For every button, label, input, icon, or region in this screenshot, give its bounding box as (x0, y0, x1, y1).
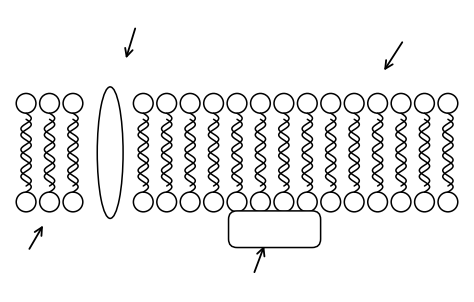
Circle shape (274, 93, 294, 113)
Circle shape (133, 93, 153, 113)
Circle shape (40, 192, 59, 212)
Circle shape (251, 192, 270, 212)
Circle shape (298, 192, 317, 212)
Circle shape (63, 93, 83, 113)
Circle shape (344, 93, 364, 113)
Circle shape (298, 93, 317, 113)
Circle shape (321, 192, 341, 212)
Circle shape (40, 93, 59, 113)
Circle shape (438, 93, 458, 113)
Circle shape (16, 93, 36, 113)
Circle shape (415, 93, 434, 113)
Circle shape (227, 93, 247, 113)
Circle shape (344, 192, 364, 212)
Circle shape (251, 93, 270, 113)
Circle shape (321, 93, 341, 113)
Circle shape (274, 192, 294, 212)
Circle shape (227, 192, 247, 212)
FancyBboxPatch shape (228, 211, 320, 248)
Circle shape (391, 192, 411, 212)
Circle shape (63, 192, 83, 212)
Circle shape (438, 192, 458, 212)
Circle shape (368, 93, 387, 113)
Circle shape (180, 93, 200, 113)
Circle shape (133, 192, 153, 212)
Circle shape (180, 192, 200, 212)
Ellipse shape (97, 87, 123, 218)
Circle shape (368, 192, 387, 212)
Circle shape (204, 192, 223, 212)
Circle shape (204, 93, 223, 113)
Circle shape (16, 192, 36, 212)
Circle shape (415, 192, 434, 212)
Circle shape (157, 93, 176, 113)
Circle shape (391, 93, 411, 113)
Circle shape (157, 192, 176, 212)
